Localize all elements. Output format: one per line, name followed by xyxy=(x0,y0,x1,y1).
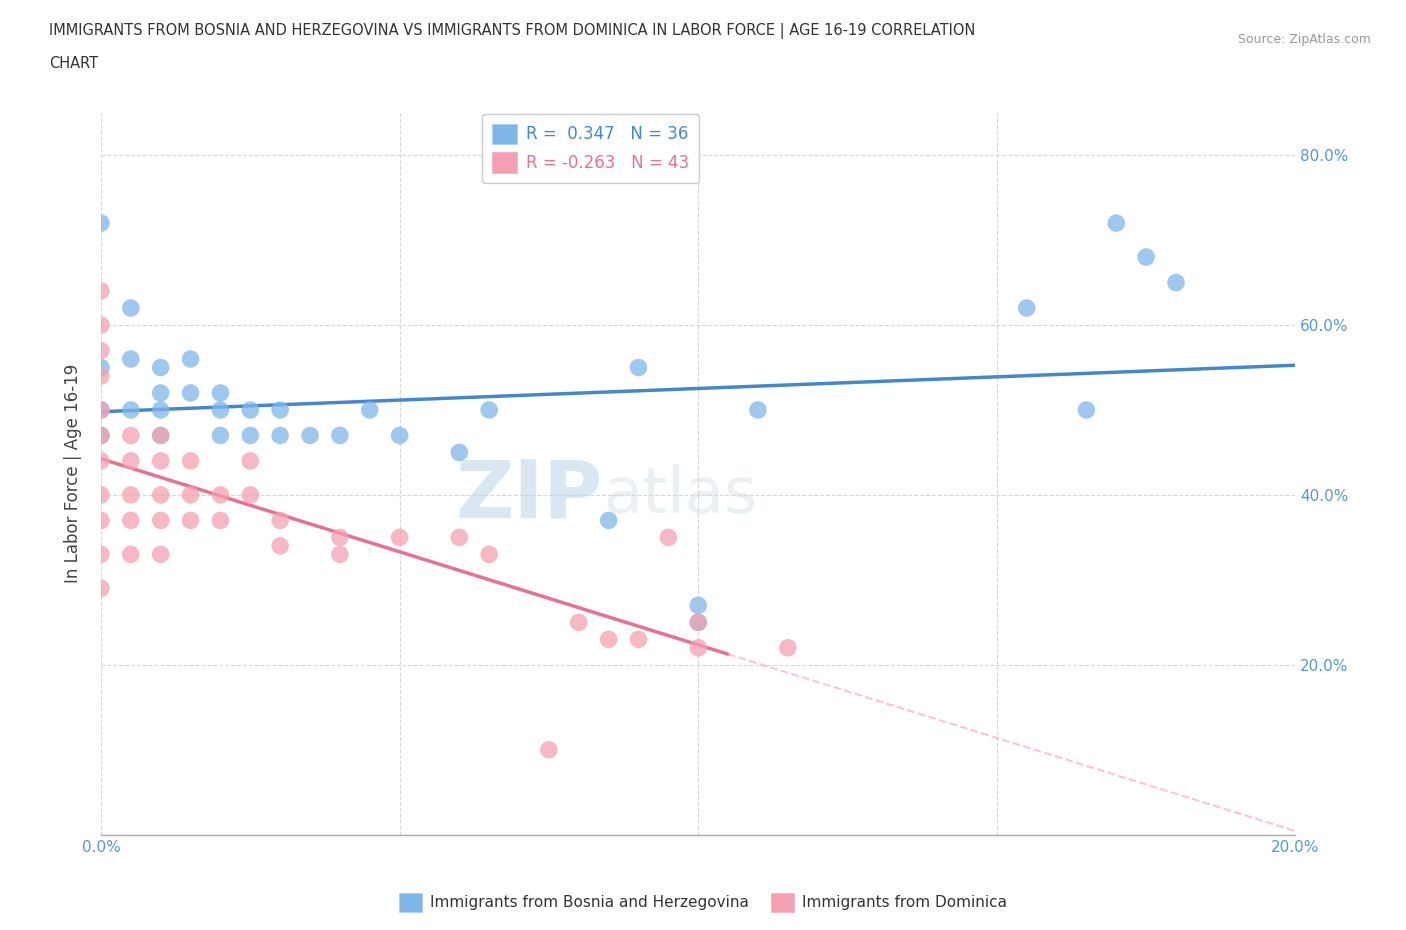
Point xyxy=(269,513,291,528)
Point xyxy=(149,403,172,418)
Point xyxy=(269,538,291,553)
Point xyxy=(209,386,232,401)
Point xyxy=(90,343,112,358)
Point xyxy=(329,530,352,545)
Point xyxy=(149,547,172,562)
Point xyxy=(90,403,112,418)
Point xyxy=(1164,275,1187,290)
Point xyxy=(120,428,142,443)
Point xyxy=(1015,300,1038,315)
Point xyxy=(90,317,112,332)
Point xyxy=(688,615,710,630)
Point xyxy=(209,428,232,443)
Text: atlas: atlas xyxy=(603,464,756,526)
Point xyxy=(90,284,112,299)
Point xyxy=(776,641,799,656)
Point xyxy=(149,454,172,469)
Text: CHART: CHART xyxy=(49,56,98,71)
Point xyxy=(90,547,112,562)
Point xyxy=(180,454,202,469)
Point xyxy=(747,403,769,418)
Point xyxy=(90,454,112,469)
Point xyxy=(149,360,172,375)
Point xyxy=(627,360,650,375)
Point xyxy=(209,487,232,502)
Point xyxy=(180,487,202,502)
Point xyxy=(90,216,112,231)
Point xyxy=(239,454,262,469)
Point xyxy=(90,428,112,443)
Point xyxy=(688,615,710,630)
Text: Source: ZipAtlas.com: Source: ZipAtlas.com xyxy=(1237,33,1371,46)
Point xyxy=(329,428,352,443)
Legend: R =  0.347   N = 36, R = -0.263   N = 43: R = 0.347 N = 36, R = -0.263 N = 43 xyxy=(482,113,699,183)
Point xyxy=(120,487,142,502)
Point xyxy=(90,487,112,502)
Point xyxy=(149,428,172,443)
Point xyxy=(388,530,411,545)
Point xyxy=(449,530,471,545)
Point xyxy=(688,598,710,613)
Point xyxy=(388,428,411,443)
Point xyxy=(209,403,232,418)
Point xyxy=(180,386,202,401)
Point xyxy=(688,641,710,656)
Point xyxy=(149,386,172,401)
Point xyxy=(90,513,112,528)
Point xyxy=(120,352,142,366)
Point xyxy=(90,403,112,418)
Point xyxy=(120,403,142,418)
Text: ZIP: ZIP xyxy=(456,457,603,535)
Point xyxy=(568,615,591,630)
Point xyxy=(120,454,142,469)
Point xyxy=(449,445,471,459)
Point xyxy=(120,513,142,528)
Point xyxy=(359,403,381,418)
Point xyxy=(329,547,352,562)
Point xyxy=(298,428,321,443)
Point xyxy=(478,547,501,562)
Point xyxy=(90,428,112,443)
Point xyxy=(120,300,142,315)
Point xyxy=(149,428,172,443)
Point xyxy=(149,487,172,502)
Point xyxy=(269,403,291,418)
Point xyxy=(537,742,560,757)
Point xyxy=(90,360,112,375)
Point xyxy=(627,631,650,646)
Legend: Immigrants from Bosnia and Herzegovina, Immigrants from Dominica: Immigrants from Bosnia and Herzegovina, … xyxy=(392,887,1014,918)
Point xyxy=(269,428,291,443)
Point xyxy=(239,428,262,443)
Point xyxy=(120,547,142,562)
Point xyxy=(149,513,172,528)
Point xyxy=(1076,403,1098,418)
Point xyxy=(598,631,620,646)
Y-axis label: In Labor Force | Age 16-19: In Labor Force | Age 16-19 xyxy=(65,364,82,583)
Point xyxy=(1135,249,1157,264)
Point xyxy=(180,352,202,366)
Point xyxy=(239,487,262,502)
Point xyxy=(90,581,112,596)
Point xyxy=(478,403,501,418)
Point xyxy=(180,513,202,528)
Point xyxy=(239,403,262,418)
Point xyxy=(598,513,620,528)
Text: IMMIGRANTS FROM BOSNIA AND HERZEGOVINA VS IMMIGRANTS FROM DOMINICA IN LABOR FORC: IMMIGRANTS FROM BOSNIA AND HERZEGOVINA V… xyxy=(49,23,976,39)
Point xyxy=(209,513,232,528)
Point xyxy=(657,530,679,545)
Point xyxy=(1105,216,1128,231)
Point xyxy=(90,368,112,383)
